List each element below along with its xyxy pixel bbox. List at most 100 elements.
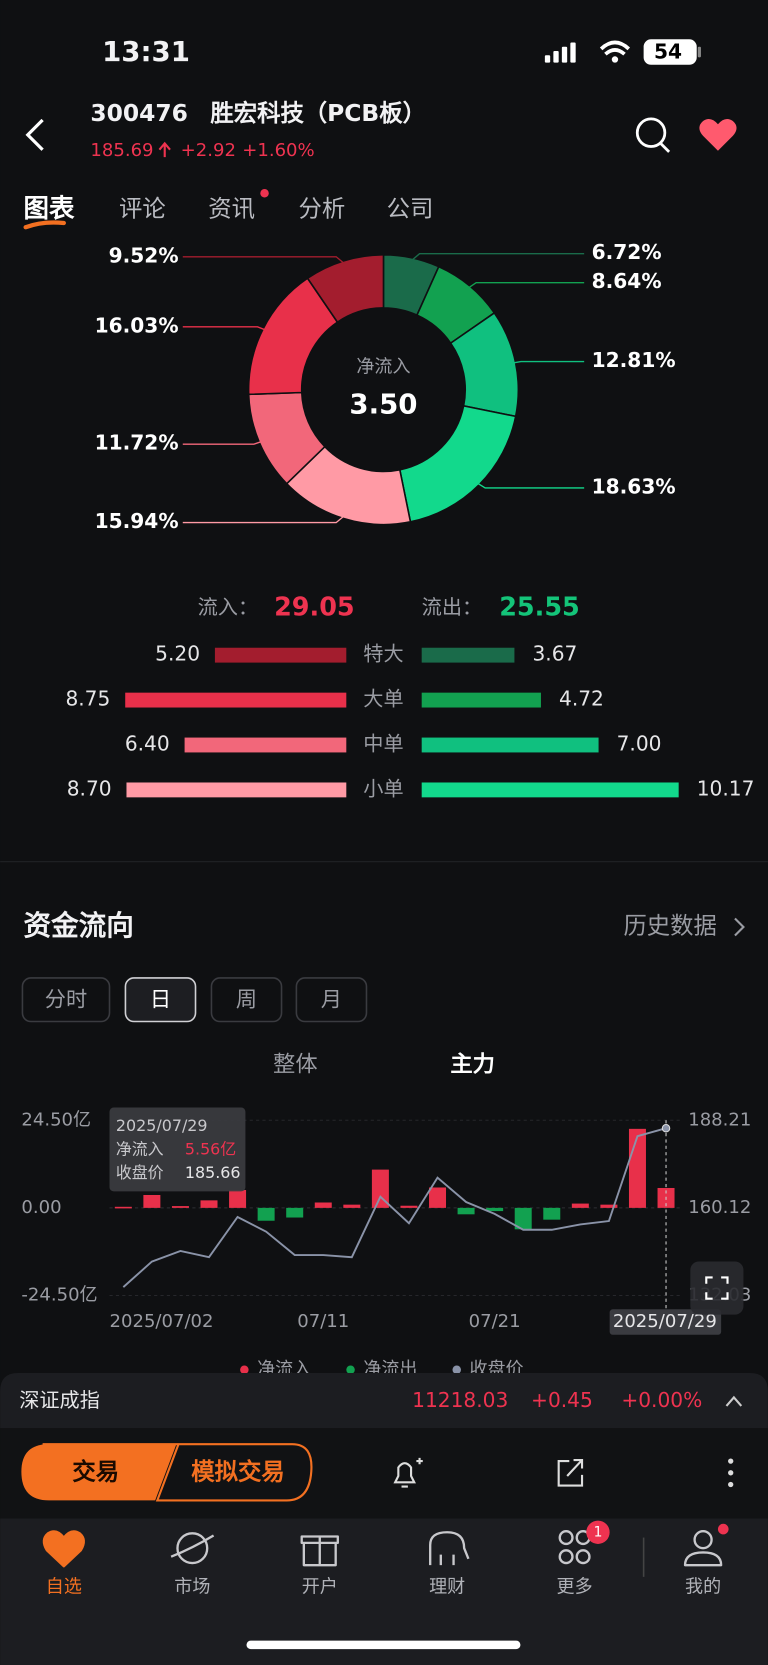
badge-count: 1 [594,1524,603,1540]
period-button[interactable] [124,977,197,1023]
trade-button[interactable] [21,1444,177,1501]
net-flow-bar [200,1200,218,1208]
outflow-value: 7.00 [617,732,662,756]
signal-icon [544,42,576,63]
inflow-bar [126,782,347,798]
outflow-bar [421,692,541,708]
fullscreen-button[interactable] [690,1261,744,1315]
tab[interactable]: 公司 [387,195,434,223]
nav-label[interactable]: 自选 [46,1576,82,1597]
tab[interactable]: 图表 [23,194,74,224]
donut-label: 8.64% [592,269,662,293]
flow-category: 中单 [363,732,403,756]
net-flow-bar [600,1204,618,1208]
battery-level: 54 [654,40,682,64]
tab[interactable]: 分析 [299,195,346,223]
tooltip-value: 5.56亿 [185,1139,236,1158]
tooltip [109,1107,246,1192]
nav-icon[interactable] [683,1530,723,1567]
net-flow-bar [571,1203,589,1208]
nav-label[interactable]: 更多 [557,1576,593,1597]
sim-trade-button[interactable]: 模拟交易 [191,1457,284,1485]
x-label-highlight [609,1309,722,1335]
inflow-bar [184,737,347,753]
tab[interactable]: 评论 [119,195,166,223]
fullscreen-icon [705,1276,729,1300]
donut-label: 16.03% [95,313,179,337]
share-button[interactable] [557,1458,584,1487]
donut-label: 9.52% [109,243,179,267]
nav-label[interactable]: 我的 [685,1576,721,1597]
x-tick-label: 07/11 [297,1311,349,1332]
view-tab[interactable]: 主力 [450,1052,495,1078]
net-flow-bar [314,1202,332,1208]
period-button[interactable] [210,977,283,1023]
y2-tick-label: 188.21 [688,1109,751,1130]
wifi-icon [599,40,631,56]
period-label: 月 [321,987,342,1012]
status-time: 13:31 [102,35,190,68]
nav-label[interactable]: 市场 [174,1576,210,1597]
index-bar[interactable] [0,1372,768,1429]
tooltip-label: 收盘价 [116,1163,164,1182]
inflow-bar [125,692,347,708]
tab-underline [23,220,66,230]
donut-center-label: 净流入 [356,356,410,377]
leader-line [467,282,585,290]
price-change-pct: +1.60% [242,140,314,161]
inflow-value: 5.20 [155,642,200,666]
net-flow-bar [257,1207,275,1221]
flow-total: 29.05 [274,592,355,622]
price-change: +2.92 [181,140,236,161]
inflow-value: 8.75 [65,687,110,711]
view-tab[interactable]: 整体 [273,1052,318,1078]
net-flow-bar [286,1207,304,1218]
nav-icon[interactable] [170,1532,215,1565]
flow-total: 25.55 [499,592,580,622]
index-change: +0.45 [531,1388,593,1412]
inflow-bar [214,647,347,663]
period-button[interactable] [295,977,368,1023]
donut-label: 15.94% [95,509,179,533]
back-button[interactable] [25,118,44,151]
inflow-value: 8.70 [67,776,112,800]
tab[interactable]: 资讯 [208,195,255,223]
y-tick-label: -24.50亿 [21,1284,97,1305]
nav-icon[interactable] [42,1530,85,1568]
tooltip-date: 2025/07/29 [116,1116,208,1135]
inflow-value: 6.40 [125,732,170,756]
more-button[interactable] [728,1458,734,1488]
leader-line [476,482,585,489]
period-label: 日 [150,987,171,1012]
nav-icon[interactable] [429,1531,470,1566]
favorite-button[interactable] [699,119,737,151]
history-link[interactable]: 历史数据 [623,912,716,940]
search-button[interactable] [635,117,671,153]
crosshair-dot [661,1123,671,1133]
legend-dot [346,1365,355,1375]
donut-label: 11.72% [95,431,179,455]
net-flow-bar [229,1189,247,1208]
period-button[interactable] [21,977,111,1023]
period-label: 周 [236,987,257,1012]
outflow-value: 4.72 [559,687,604,711]
donut-center-value: 3.50 [349,388,417,421]
close-price-line [122,1127,667,1288]
wifi-dot [611,56,619,63]
alert-button[interactable] [393,1462,416,1488]
donut-segment [306,254,385,324]
flow-category: 大单 [363,687,403,711]
battery-icon [643,39,697,65]
nav-label[interactable]: 开户 [302,1576,338,1597]
x-tick-label: 07/21 [469,1311,521,1332]
legend-dot [452,1365,461,1375]
index-value: 11218.03 [412,1388,508,1412]
flow-category: 特大 [363,642,403,666]
expand-caret[interactable] [725,1395,743,1407]
outflow-value: 3.67 [532,642,577,666]
trade-label: 交易 [72,1457,119,1485]
outflow-bar [421,782,679,798]
nav-icon[interactable] [300,1535,339,1567]
net-flow-bar [114,1206,132,1209]
nav-label[interactable]: 理财 [429,1576,465,1597]
